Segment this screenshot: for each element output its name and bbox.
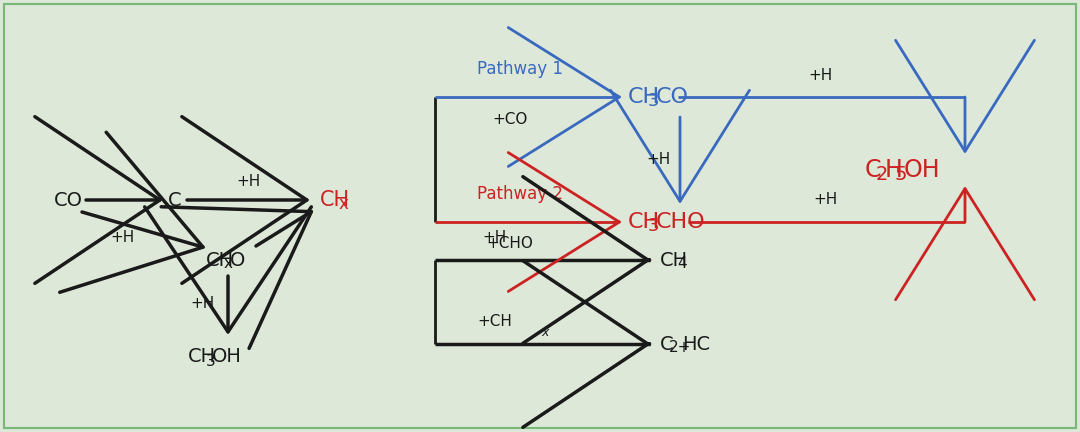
Text: +H: +H [646, 152, 670, 167]
Text: 3: 3 [648, 217, 659, 235]
Text: O: O [230, 251, 245, 270]
Text: +H: +H [808, 67, 833, 83]
Text: x: x [224, 257, 232, 271]
Text: 3: 3 [648, 92, 659, 110]
Text: +CO: +CO [492, 111, 528, 127]
Text: OH: OH [212, 347, 242, 366]
Text: CH: CH [206, 251, 234, 270]
Text: C: C [660, 334, 674, 353]
Text: CH: CH [188, 347, 216, 366]
Text: x: x [339, 195, 349, 213]
Text: OH: OH [904, 158, 940, 182]
Text: CO: CO [656, 87, 689, 107]
Text: HC: HC [683, 334, 711, 353]
Text: x: x [541, 325, 549, 339]
Text: 2: 2 [876, 165, 888, 184]
Text: C: C [865, 158, 881, 182]
Text: 5: 5 [894, 165, 907, 184]
Text: CH: CH [627, 212, 660, 232]
Text: CO: CO [54, 191, 82, 210]
Text: 2+: 2+ [669, 340, 691, 356]
Text: +H: +H [111, 231, 135, 245]
Text: 4: 4 [677, 257, 687, 271]
Text: +H: +H [191, 296, 215, 311]
Text: +CHO: +CHO [487, 236, 534, 251]
Text: Pathway 2: Pathway 2 [477, 185, 563, 203]
Text: Pathway 1: Pathway 1 [477, 60, 563, 78]
Text: 3: 3 [205, 353, 215, 368]
Text: +H: +H [237, 175, 260, 190]
Text: CH: CH [627, 87, 660, 107]
Text: +H: +H [483, 231, 508, 245]
Text: H: H [885, 158, 902, 182]
Text: CH: CH [660, 251, 688, 270]
Text: +CH: +CH [477, 314, 512, 330]
Text: CH: CH [320, 190, 350, 210]
Text: C: C [168, 191, 181, 210]
Text: CHO: CHO [656, 212, 705, 232]
Text: +H: +H [813, 193, 837, 207]
